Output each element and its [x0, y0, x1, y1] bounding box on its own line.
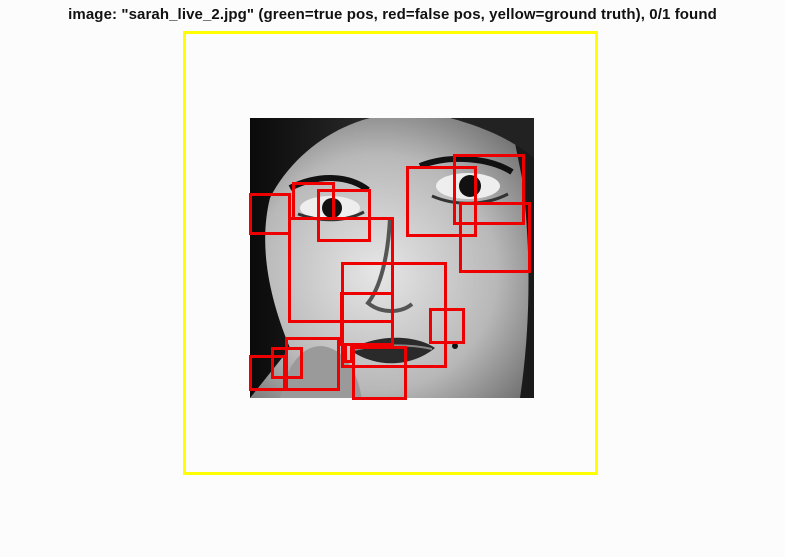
false-positive-box: [271, 347, 303, 379]
false-positive-box: [340, 292, 394, 346]
false-positive-box: [352, 346, 407, 400]
figure-title: image: "sarah_live_2.jpg" (green=true po…: [0, 6, 785, 23]
false-positive-box: [249, 193, 291, 235]
false-positive-box: [429, 308, 465, 344]
false-positive-box: [459, 202, 531, 273]
